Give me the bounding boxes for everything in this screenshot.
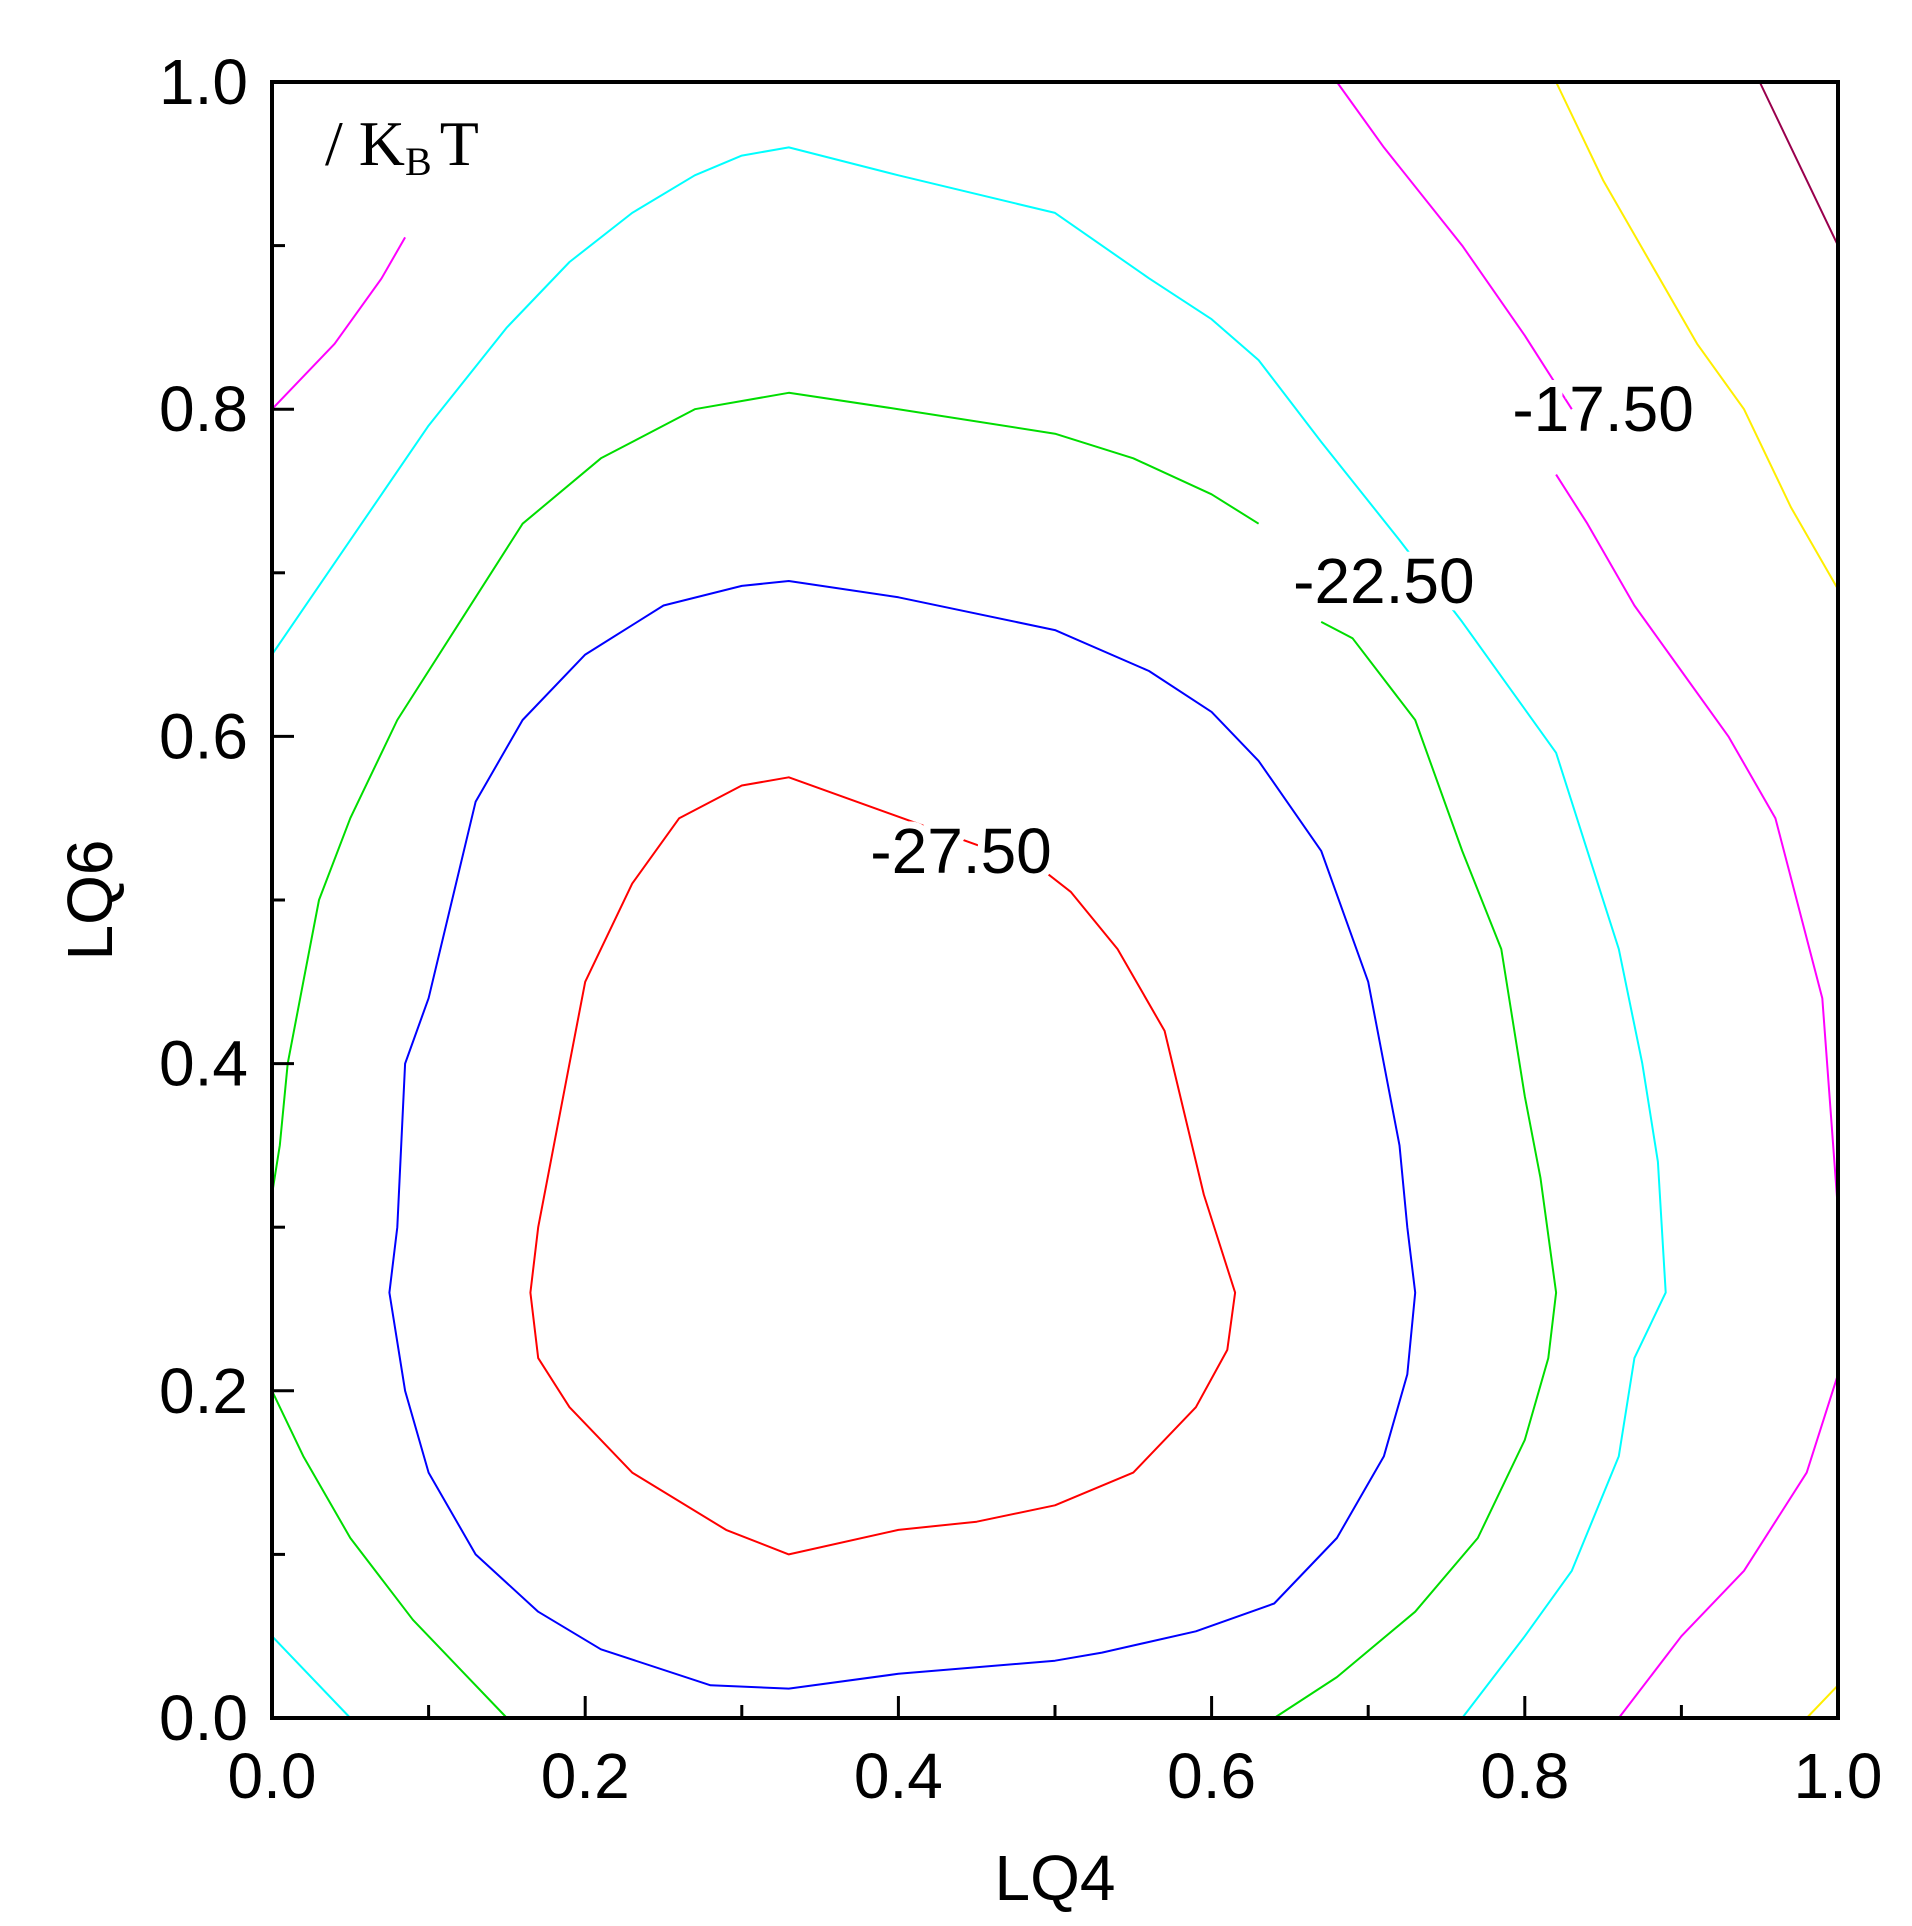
contour-label: -27.50 (870, 815, 1051, 887)
contour-line-neg12_50 (1758, 81, 1839, 247)
contour-labels: -27.50 -22.50 -17.50 (863, 366, 1701, 894)
contour-line-neg20_00 (271, 146, 1667, 1719)
contour-line-neg15_00 (1555, 81, 1839, 1719)
units-subscript: B (405, 139, 432, 184)
units-prefix: / K (325, 108, 405, 179)
contour-label: -17.50 (1512, 373, 1693, 445)
x-axis-title: LQ4 (995, 1842, 1116, 1914)
contour-line-neg22_50 (271, 391, 1558, 1719)
contour-line-neg17_50 (271, 81, 1839, 1719)
x-tick-labels: 0.0 0.2 0.4 0.6 0.8 1.0 (228, 1740, 1883, 1812)
contour-label: -22.50 (1293, 545, 1474, 617)
x-tick-label: 0.2 (541, 1740, 630, 1812)
contour-line-neg25_00 (388, 580, 1417, 1690)
y-tick-label: 0.0 (159, 1682, 248, 1754)
x-tick-label: 1.0 (1794, 1740, 1883, 1812)
x-tick-label: 0.4 (854, 1740, 943, 1812)
ticks-layer (272, 244, 1683, 1718)
y-axis-title: LQ6 (54, 840, 126, 961)
x-tick-label: 0.0 (228, 1740, 317, 1812)
y-tick-labels: 0.0 0.2 0.4 0.6 0.8 1.0 (159, 46, 248, 1754)
x-tick-label: 0.8 (1480, 1740, 1569, 1812)
units-label: / KB T (325, 108, 479, 184)
y-tick-label: 0.2 (159, 1355, 248, 1427)
x-tick-label: 0.6 (1167, 1740, 1256, 1812)
contour-series-layer (271, 81, 1839, 1719)
units-suffix: T (440, 108, 479, 179)
y-tick-label: 0.8 (159, 373, 248, 445)
y-tick-label: 0.4 (159, 1028, 248, 1100)
contour-line-neg27_50 (529, 776, 1237, 1556)
y-tick-label: 0.6 (159, 700, 248, 772)
y-tick-label: 1.0 (159, 46, 248, 118)
